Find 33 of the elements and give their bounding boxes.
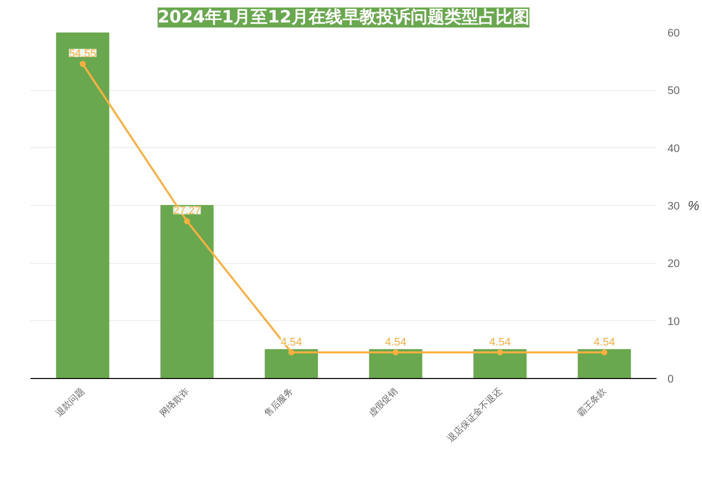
y-tick-label: 20 <box>668 258 680 270</box>
y-tick-label: 50 <box>668 85 680 98</box>
x-tick-label: 网络欺诈 <box>158 386 191 418</box>
y-axis-title: % <box>688 198 700 213</box>
chart-title: 2024年1月至12月在线早教投诉问题类型占比图 <box>158 8 530 28</box>
x-tick-label: 霸王条款 <box>575 386 608 418</box>
bar <box>473 349 527 378</box>
point <box>184 218 190 224</box>
bar <box>56 32 110 378</box>
data-label: 4.54 <box>384 336 406 348</box>
data-label: 4.54 <box>280 336 302 348</box>
y-tick-label: 30 <box>668 200 680 212</box>
point <box>288 349 294 356</box>
point <box>497 349 503 356</box>
x-tick-label: 退款问题 <box>54 386 86 418</box>
bar <box>369 349 422 378</box>
data-label: 27.27 <box>173 205 201 218</box>
point <box>601 349 608 356</box>
y-tick-label: 0 <box>668 374 674 386</box>
data-label: 4.54 <box>489 336 511 348</box>
y-tick-label: 60 <box>668 28 680 40</box>
x-tick-label: 退店保证金不退还 <box>446 386 504 444</box>
bar <box>264 349 318 378</box>
x-tick-label: 虚假促销 <box>366 386 400 418</box>
y-tick-label: 10 <box>668 316 680 328</box>
point <box>392 349 399 356</box>
point <box>80 60 86 67</box>
bar <box>578 349 631 378</box>
x-tick-label: 售后服务 <box>262 386 295 418</box>
bar <box>160 205 214 378</box>
y-tick-label: 40 <box>668 142 680 155</box>
data-label: 4.54 <box>594 336 616 348</box>
data-label: 54.55 <box>68 48 96 60</box>
